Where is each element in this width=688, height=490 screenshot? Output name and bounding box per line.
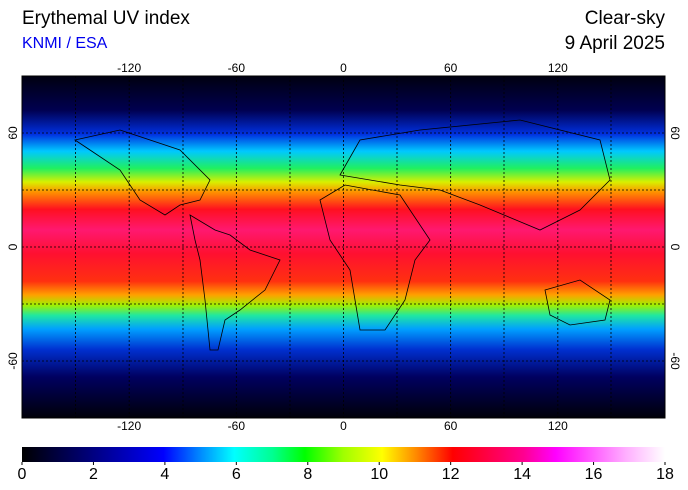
- lon-label: 60: [444, 61, 458, 75]
- title: Erythemal UV index: [22, 8, 190, 29]
- lat-label: 0: [668, 244, 682, 251]
- colorbar-label: 14: [513, 466, 531, 483]
- lon-label: 120: [548, 61, 568, 75]
- colorbar-label: 16: [585, 466, 603, 483]
- lat-label: 60: [6, 126, 20, 140]
- colorbar-label: 12: [442, 466, 460, 483]
- lon-label: -120: [117, 419, 141, 433]
- lat-label: 60: [668, 126, 682, 140]
- lon-label: 0: [340, 419, 347, 433]
- colorbar-label: 18: [656, 466, 674, 483]
- colorbar-label: 2: [89, 466, 98, 483]
- colorbar-label: 0: [18, 466, 27, 483]
- lat-label: -60: [6, 352, 20, 370]
- colorbar-label: 6: [232, 466, 241, 483]
- colorbar-label: 4: [160, 466, 169, 483]
- lon-label: 120: [548, 419, 568, 433]
- coastlines: [73, 119, 611, 351]
- lon-label: -60: [228, 419, 246, 433]
- date: 9 April 2025: [565, 33, 665, 54]
- lat-label: 0: [6, 243, 20, 250]
- lon-label: 0: [340, 61, 347, 75]
- lat-label: -60: [668, 352, 682, 370]
- source: KNMI / ESA: [22, 35, 108, 52]
- lon-label: 60: [444, 419, 458, 433]
- lon-label: -60: [228, 61, 246, 75]
- colorbar-label: 8: [303, 466, 312, 483]
- colorbar: [22, 447, 665, 462]
- lon-label: -120: [117, 61, 141, 75]
- condition: Clear-sky: [585, 8, 666, 29]
- colorbar-label: 10: [370, 466, 388, 483]
